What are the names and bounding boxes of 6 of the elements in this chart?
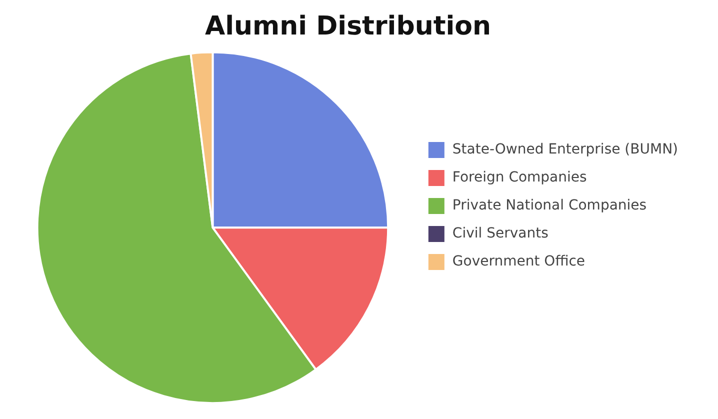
legend-label: Foreign Companies — [452, 170, 587, 186]
legend-label: Private National Companies — [452, 198, 647, 214]
legend-label: Government Office — [452, 254, 586, 270]
legend-label: State-Owned Enterprise (BUMN) — [452, 142, 678, 158]
legend-label: Civil Servants — [452, 226, 548, 242]
chart-title: Alumni Distribution — [204, 11, 492, 42]
